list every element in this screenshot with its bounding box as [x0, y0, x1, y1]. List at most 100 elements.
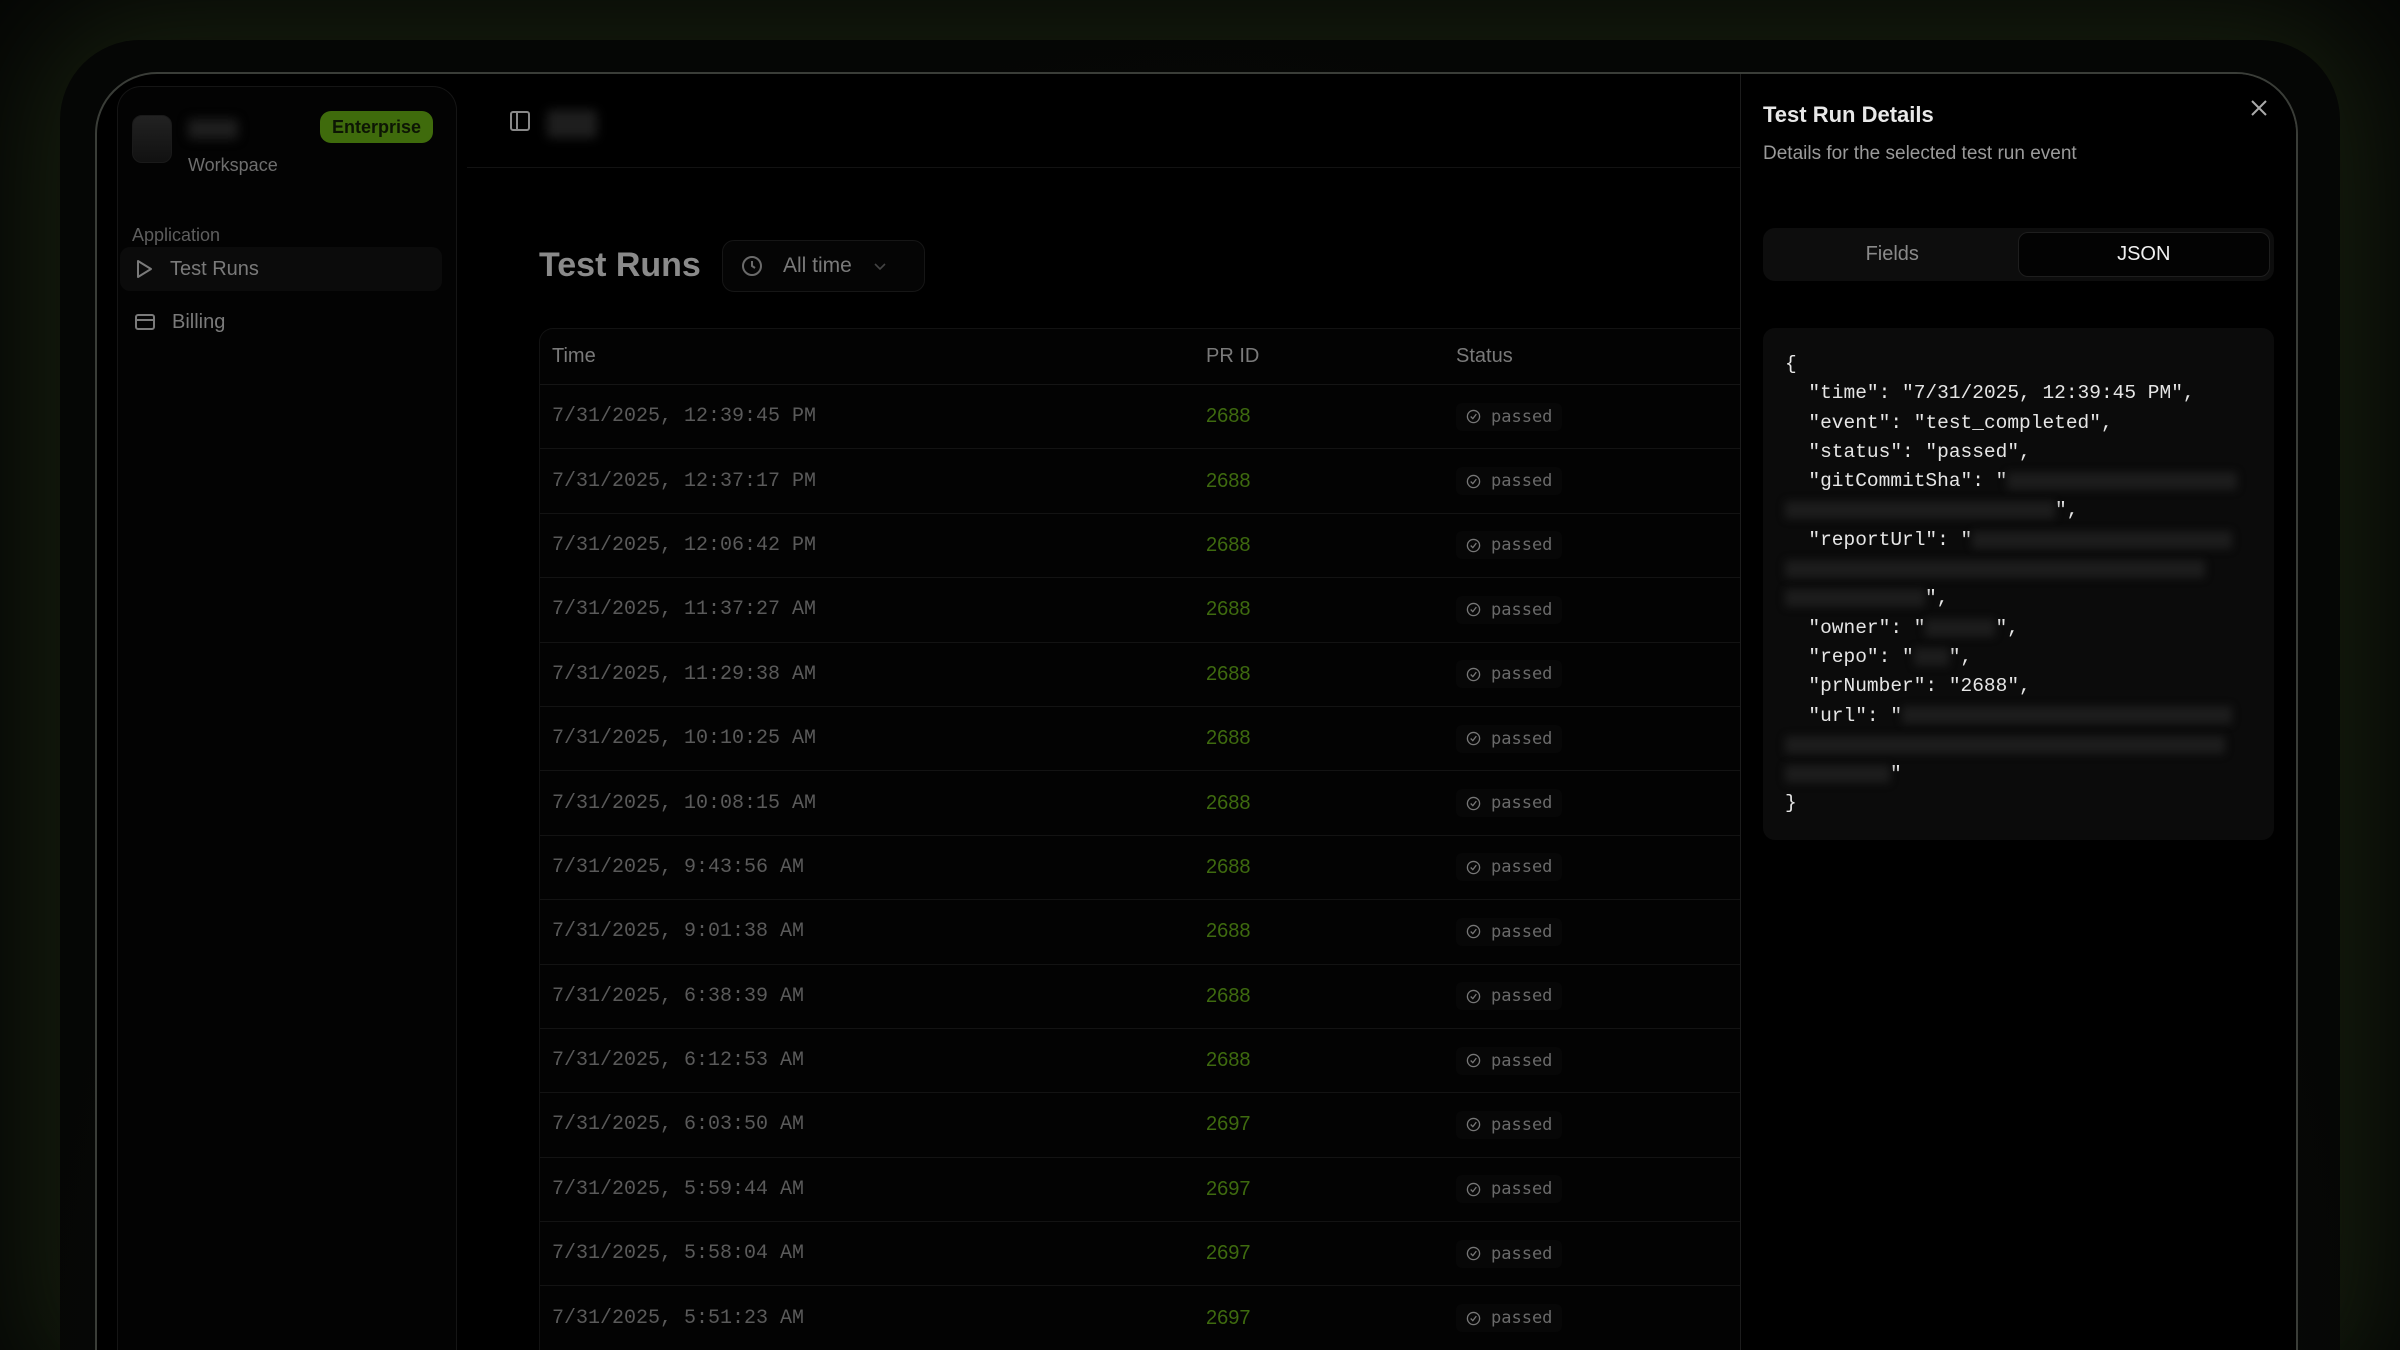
json-time: 7/31/2025, 12:39:45 PM: [1913, 382, 2172, 405]
row-time: 7/31/2025, 9:43:56 AM: [552, 855, 805, 879]
table-row[interactable]: 7/31/2025, 9:01:38 AM 2688 passed: [540, 900, 1749, 965]
workspace-label: Workspace: [188, 155, 278, 175]
row-time: 7/31/2025, 11:37:27 AM: [552, 598, 817, 622]
row-pr-id[interactable]: 2688: [1206, 791, 1251, 814]
chevron-down-icon: [874, 263, 886, 271]
row-pr-id[interactable]: 2697: [1206, 1113, 1251, 1136]
status-label: passed: [1491, 1243, 1553, 1264]
row-pr-id[interactable]: 2688: [1206, 855, 1251, 878]
table-row[interactable]: 7/31/2025, 5:58:04 AM 2697 passed: [540, 1222, 1749, 1287]
view-tabs: Fields JSON: [1763, 228, 2274, 281]
tab-fields[interactable]: Fields: [1865, 243, 1919, 265]
column-header-status[interactable]: Status: [1456, 345, 1513, 367]
check-circle-icon: [1466, 474, 1481, 488]
row-pr-id[interactable]: 2688: [1206, 984, 1251, 1007]
row-time: 7/31/2025, 5:58:04 AM: [552, 1242, 805, 1266]
time-range-dropdown[interactable]: All time: [722, 240, 925, 292]
table-row[interactable]: 7/31/2025, 6:03:50 AM 2697 passed: [540, 1093, 1749, 1158]
row-pr-id[interactable]: 2688: [1206, 469, 1251, 492]
close-icon[interactable]: [2247, 96, 2271, 120]
check-circle-icon: [1466, 989, 1481, 1003]
redacted-value: [1972, 530, 2233, 549]
status-label: passed: [1491, 1308, 1553, 1329]
status-label: passed: [1491, 664, 1553, 685]
sidebar-item-billing[interactable]: Billing: [120, 300, 442, 344]
tab-json[interactable]: JSON: [2017, 232, 2270, 277]
plan-badge: Enterprise: [320, 111, 433, 143]
redacted-value: [1785, 559, 2205, 578]
row-pr-id[interactable]: 2697: [1206, 1177, 1251, 1200]
redacted-value: [1785, 589, 1925, 608]
row-pr-id[interactable]: 2688: [1206, 533, 1251, 556]
table-row[interactable]: 7/31/2025, 6:12:53 AM 2688 passed: [540, 1029, 1749, 1094]
table-row[interactable]: 7/31/2025, 10:10:25 AM 2688 passed: [540, 707, 1749, 772]
sidebar: Workspace Enterprise Application Test Ru…: [117, 86, 457, 1350]
redacted-value: [1913, 647, 1949, 666]
status-badge: passed: [1456, 1175, 1563, 1204]
json-pr-number: 2688: [1960, 675, 2008, 698]
table-row[interactable]: 7/31/2025, 12:39:45 PM 2688 passed: [540, 385, 1749, 450]
sidebar-item-label: Test Runs: [170, 257, 259, 280]
check-circle-icon: [1466, 603, 1481, 617]
status-label: passed: [1491, 406, 1553, 427]
status-badge: passed: [1456, 853, 1563, 882]
status-badge: passed: [1456, 724, 1563, 753]
breadcrumb-redacted: [547, 110, 597, 138]
column-header-time[interactable]: Time: [552, 345, 596, 367]
row-pr-id[interactable]: 2688: [1206, 727, 1251, 750]
row-pr-id[interactable]: 2688: [1206, 662, 1251, 685]
table-row[interactable]: 7/31/2025, 6:38:39 AM 2688 passed: [540, 965, 1749, 1029]
workspace-logo: [132, 115, 172, 163]
status-badge: passed: [1456, 789, 1563, 818]
status-label: passed: [1491, 986, 1553, 1007]
row-pr-id[interactable]: 2697: [1206, 1242, 1251, 1265]
play-icon: [137, 260, 152, 278]
time-range-value: All time: [783, 254, 852, 277]
check-circle-icon: [1466, 860, 1481, 875]
check-circle-icon: [1466, 409, 1481, 424]
row-pr-id[interactable]: 2697: [1206, 1306, 1251, 1329]
status-badge: passed: [1456, 595, 1563, 624]
table-row[interactable]: 7/31/2025, 5:51:23 AM 2697 passed: [540, 1286, 1749, 1350]
column-header-pr-id[interactable]: PR ID: [1206, 345, 1260, 367]
row-pr-id[interactable]: 2688: [1206, 1049, 1251, 1072]
status-badge: passed: [1456, 402, 1563, 431]
table-row[interactable]: 7/31/2025, 5:59:44 AM 2697 passed: [540, 1158, 1749, 1223]
status-badge: passed: [1456, 982, 1563, 1011]
row-time: 7/31/2025, 6:38:39 AM: [552, 984, 805, 1008]
sidebar-item-label: Billing: [172, 310, 226, 333]
table-header: Time PR ID Status: [540, 329, 1749, 385]
check-circle-icon: [1466, 731, 1481, 746]
status-label: passed: [1491, 471, 1553, 492]
row-time: 7/31/2025, 10:08:15 AM: [552, 791, 817, 815]
credit-card-icon: [135, 314, 155, 330]
table-row[interactable]: 7/31/2025, 10:08:15 AM 2688 passed: [540, 771, 1749, 836]
check-circle-icon: [1466, 667, 1481, 681]
status-label: passed: [1491, 921, 1553, 942]
table-row[interactable]: 7/31/2025, 9:43:56 AM 2688 passed: [540, 836, 1749, 901]
table-row[interactable]: 7/31/2025, 12:37:17 PM 2688 passed: [540, 449, 1749, 514]
row-pr-id[interactable]: 2688: [1206, 405, 1251, 428]
panel-title: Test Run Details: [1763, 102, 1934, 127]
sidebar-item-test-runs[interactable]: Test Runs: [120, 247, 442, 291]
status-label: passed: [1491, 1050, 1553, 1071]
json-event: test_completed: [1925, 411, 2090, 434]
row-pr-id[interactable]: 2688: [1206, 920, 1251, 943]
check-circle-icon: [1466, 1182, 1481, 1197]
workspace-name-redacted: [188, 119, 238, 139]
redacted-value: [1902, 706, 2233, 725]
row-pr-id[interactable]: 2688: [1206, 598, 1251, 621]
toggle-sidebar-icon[interactable]: [509, 110, 531, 132]
table-row[interactable]: 7/31/2025, 11:37:27 AM 2688 passed: [540, 578, 1749, 643]
test-runs-table: Time PR ID Status 7/31/2025, 12:39:45 PM…: [539, 328, 1749, 1350]
status-badge: passed: [1456, 1110, 1563, 1139]
status-label: passed: [1491, 599, 1553, 620]
table-row[interactable]: 7/31/2025, 12:06:42 PM 2688 passed: [540, 514, 1749, 579]
status-badge: passed: [1456, 1046, 1563, 1075]
status-label: passed: [1491, 535, 1553, 556]
status-label: passed: [1491, 1114, 1553, 1135]
row-time: 7/31/2025, 12:39:45 PM: [552, 405, 817, 429]
page-title: Test Runs: [539, 246, 701, 284]
status-label: passed: [1491, 793, 1553, 814]
table-row[interactable]: 7/31/2025, 11:29:38 AM 2688 passed: [540, 643, 1749, 707]
